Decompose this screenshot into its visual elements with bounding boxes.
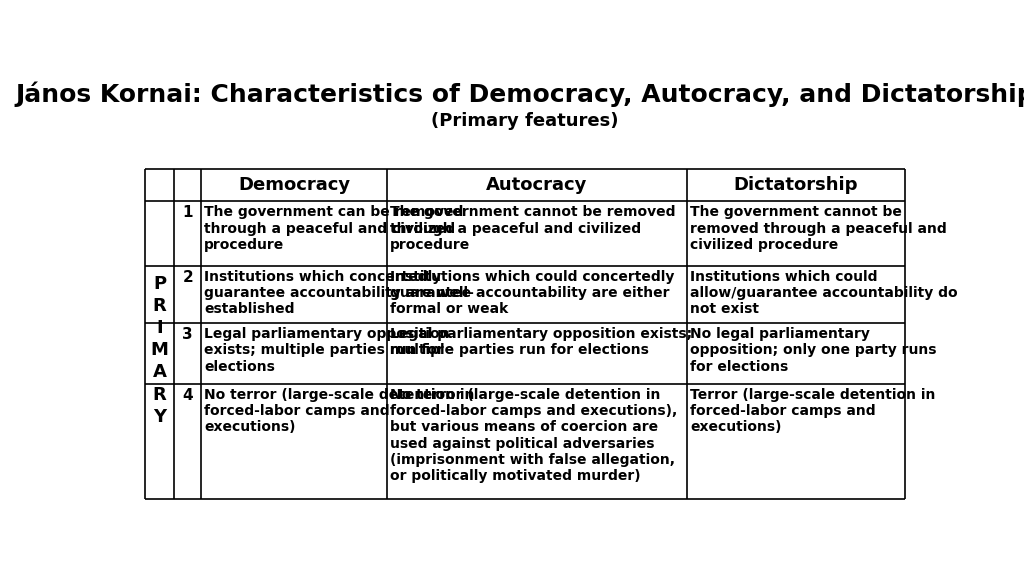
Text: Institutions which could
allow/guarantee accountability do
not exist: Institutions which could allow/guarantee… [690, 270, 957, 316]
Text: Terror (large-scale detention in
forced-labor camps and
executions): Terror (large-scale detention in forced-… [690, 388, 935, 434]
Text: The government cannot be
removed through a peaceful and
civilized procedure: The government cannot be removed through… [690, 205, 946, 252]
Text: No terror (large-scale detention in
forced-labor camps and
executions): No terror (large-scale detention in forc… [204, 388, 475, 434]
Text: Legal parliamentary opposition
exists; multiple parties run for
elections: Legal parliamentary opposition exists; m… [204, 327, 450, 373]
Text: The government cannot be removed
through a peaceful and civilized
procedure: The government cannot be removed through… [390, 205, 676, 252]
Text: The government can be removed
through a peaceful and civilized
procedure: The government can be removed through a … [204, 205, 464, 252]
Text: Dictatorship: Dictatorship [733, 176, 858, 194]
Text: 2: 2 [182, 270, 194, 285]
Text: Democracy: Democracy [238, 176, 350, 194]
Text: János Kornai: Characteristics of Democracy, Autocracy, and Dictatorship: János Kornai: Characteristics of Democra… [15, 81, 1024, 107]
Text: No legal parliamentary
opposition; only one party runs
for elections: No legal parliamentary opposition; only … [690, 327, 936, 373]
Text: 3: 3 [182, 327, 194, 342]
Text: No terror (large-scale detention in
forced-labor camps and executions),
but vari: No terror (large-scale detention in forc… [390, 388, 678, 483]
Text: Institutions which could concertedly
guarantee accountability are either
formal : Institutions which could concertedly gua… [390, 270, 675, 316]
Text: Autocracy: Autocracy [486, 176, 588, 194]
Text: 1: 1 [182, 205, 193, 220]
Text: (Primary features): (Primary features) [431, 112, 618, 131]
Text: Institutions which concertedly
guarantee accountability are well-
established: Institutions which concertedly guarantee… [204, 270, 474, 316]
Text: Legal parliamentary opposition exists;
multiple parties run for elections: Legal parliamentary opposition exists; m… [390, 327, 692, 357]
Text: P
R
I
M
A
R
Y: P R I M A R Y [151, 275, 169, 426]
Text: 4: 4 [182, 388, 194, 403]
